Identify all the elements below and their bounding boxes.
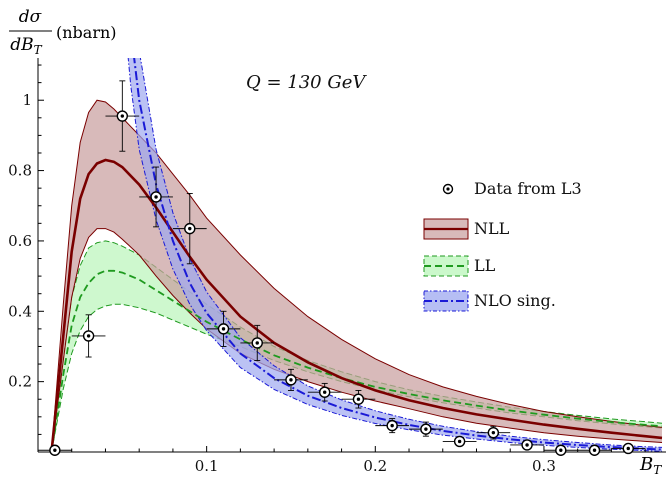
x-label-subscript: T	[653, 463, 662, 477]
legend: Data from L3 NLL LL NLO sing.	[423, 179, 582, 312]
data-marker-inner	[491, 430, 496, 435]
energy-annotation: Q = 130 GeV	[246, 72, 367, 93]
legend-label-data: Data from L3	[474, 179, 582, 198]
y-tick-label: 0.2	[8, 373, 32, 391]
data-marker-inner	[356, 397, 361, 401]
data-point	[442, 435, 477, 448]
data-marker-inner	[255, 341, 259, 345]
x-tick-label: 0.2	[363, 457, 387, 475]
data-marker-inner	[559, 448, 563, 452]
y-label-denominator: dBT	[10, 35, 42, 57]
data-point	[375, 418, 410, 434]
y-axis-label: dσ dBT (nbarn)	[9, 7, 117, 57]
bands-layer	[51, 58, 663, 452]
data-point	[409, 421, 443, 437]
legend-data-marker-outer	[442, 183, 454, 195]
data-marker-inner	[221, 327, 226, 331]
data-point	[274, 368, 308, 391]
legend-data-marker-inner	[446, 187, 450, 191]
data-point	[307, 382, 342, 402]
y-tick-label: 0.6	[8, 232, 32, 250]
data-point	[476, 425, 511, 440]
data-point	[139, 166, 173, 228]
x-axis-label: BT	[639, 454, 662, 477]
data-marker-inner	[53, 448, 57, 452]
data-point	[240, 324, 275, 361]
legend-label-nll: NLL	[474, 219, 510, 238]
y-ticks: 0.2 0.4 0.6 0.8 1	[8, 64, 44, 435]
data-point	[38, 444, 72, 456]
y-label-den-subscript: T	[34, 43, 43, 57]
data-point	[341, 389, 376, 409]
axes: 0.1 0.2 0.3 0.2 0.4 0.6 0.8 1	[8, 58, 666, 475]
nll-band-upper-edge	[51, 99, 663, 452]
data-point	[105, 80, 140, 152]
data-point	[611, 442, 646, 455]
data-marker-inner	[457, 439, 462, 444]
data-point	[577, 444, 612, 456]
nlo-central-curve	[133, 58, 663, 451]
data-point	[71, 314, 106, 358]
curves-layer	[50, 58, 663, 452]
data-marker-inner	[154, 195, 158, 199]
data-point	[172, 192, 207, 265]
ll-band	[51, 240, 662, 452]
ll-central-curve	[50, 269, 663, 452]
x-tick-label: 0.1	[195, 457, 219, 475]
y-tick-label: 0.4	[8, 302, 32, 320]
y-tick-label: 0.8	[8, 162, 32, 180]
y-label-unit: (nbarn)	[56, 23, 117, 42]
data-point	[206, 310, 241, 347]
data-marker-inner	[424, 427, 428, 431]
data-marker-inner	[289, 378, 293, 382]
legend-item-ll: LL	[423, 255, 496, 277]
data-marker-inner	[525, 443, 529, 447]
legend-label-nlo: NLO sing.	[474, 291, 556, 310]
data-point	[510, 439, 544, 451]
data-point	[543, 444, 578, 456]
y-label-numerator: dσ	[19, 7, 42, 27]
data-marker-inner	[323, 390, 327, 394]
data-marker-inner	[626, 446, 630, 451]
data-points-layer	[38, 80, 646, 456]
data-marker-inner	[188, 226, 192, 231]
legend-item-nll: NLL	[423, 218, 510, 240]
x-ticks: 0.1 0.2 0.3	[71, 446, 646, 475]
legend-label-ll: LL	[474, 256, 496, 275]
legend-item-data: Data from L3	[442, 179, 582, 198]
data-marker-inner	[86, 334, 91, 338]
y-tick-label: 1	[22, 91, 32, 109]
data-marker-inner	[592, 448, 597, 452]
nll-central-curve	[50, 158, 663, 452]
data-marker-inner	[390, 423, 394, 428]
x-tick-label: 0.3	[532, 457, 556, 475]
legend-item-nlo: NLO sing.	[423, 290, 556, 312]
data-marker-inner	[120, 114, 125, 118]
nll-band	[51, 100, 662, 452]
nlo-band-upper-edge	[139, 58, 663, 448]
